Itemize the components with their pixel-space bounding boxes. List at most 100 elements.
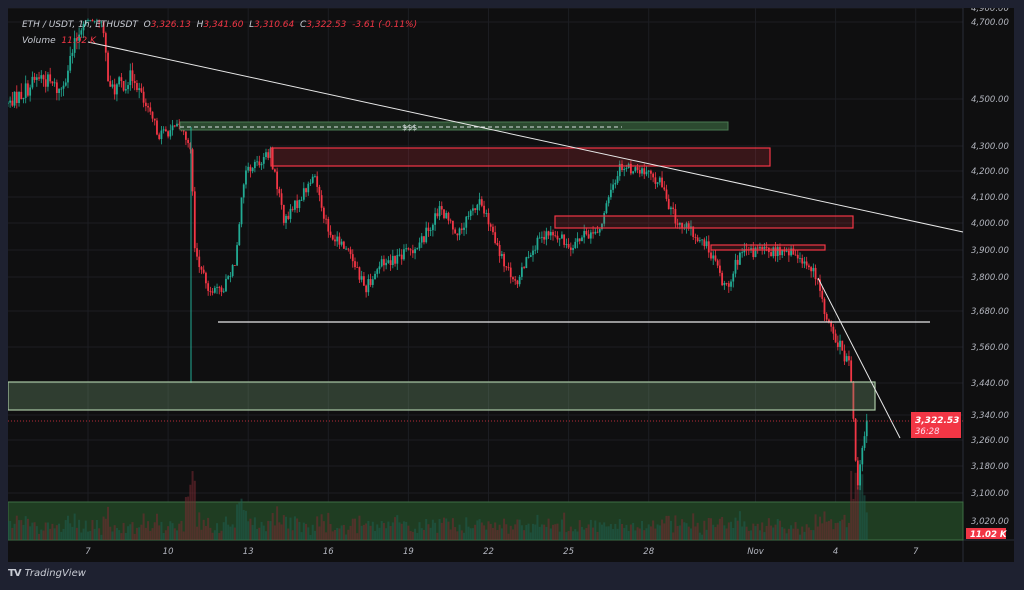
volume-bar <box>220 530 223 540</box>
candle <box>147 106 149 108</box>
candle <box>280 193 283 205</box>
candle <box>403 249 405 260</box>
volume-bar <box>391 522 394 540</box>
volume-bar <box>596 531 599 540</box>
candle <box>287 215 290 219</box>
candle <box>752 248 755 258</box>
volume-bar <box>42 530 45 540</box>
price-tick-label: 4,900.00 <box>971 8 1009 14</box>
volume-bar <box>752 523 755 540</box>
candle <box>643 168 646 175</box>
candle <box>783 249 786 252</box>
volume-bar <box>698 532 701 540</box>
candle <box>687 223 690 229</box>
volume-bar <box>427 524 430 540</box>
price-chart[interactable]: $$$ 4,900.00 4,700.00 4,500.00 4,300.00 4,200… <box>8 8 1014 562</box>
candle <box>569 247 572 250</box>
volume-bar <box>336 527 339 540</box>
volume-bar <box>87 531 89 540</box>
candle <box>351 254 354 262</box>
candle <box>311 176 314 183</box>
candle <box>538 237 541 239</box>
volume-bar <box>505 524 508 540</box>
volume-bar <box>774 524 777 540</box>
volume-bar <box>231 524 234 540</box>
time-tick-label: 22 <box>483 547 494 557</box>
candle <box>452 220 454 230</box>
candle <box>340 241 343 245</box>
volume-bar <box>285 516 288 540</box>
volume-bar <box>556 523 559 540</box>
candle <box>552 231 554 236</box>
candle <box>447 212 450 221</box>
volume-bar <box>609 524 612 540</box>
candle <box>374 273 376 280</box>
candle <box>242 184 245 198</box>
candle <box>621 163 623 171</box>
volume-bar <box>382 522 385 540</box>
countdown-label: 36:28 <box>915 427 940 437</box>
candle <box>107 52 109 82</box>
candle <box>478 199 481 205</box>
candle <box>24 83 27 98</box>
volume-bars <box>8 470 868 540</box>
candle <box>294 200 296 210</box>
candle <box>727 283 730 287</box>
price-axis <box>963 8 1014 562</box>
candle <box>587 234 590 239</box>
volume-bar <box>369 525 372 540</box>
volume-badge <box>966 528 1006 539</box>
time-tick-label: 19 <box>403 547 414 557</box>
candle <box>291 208 294 210</box>
candle <box>440 206 443 210</box>
candle <box>839 340 841 347</box>
candle <box>774 247 777 257</box>
volume-bar <box>236 504 239 540</box>
candle <box>785 250 788 252</box>
volume-bar <box>623 527 626 540</box>
volume-bar <box>71 526 74 540</box>
volume-bar <box>812 530 815 540</box>
tradingview-logo[interactable]: TV TradingView <box>8 568 86 579</box>
volume-bar <box>131 522 134 540</box>
volume-bar <box>89 530 92 540</box>
volume-bar <box>634 530 637 540</box>
volume-bar <box>180 520 183 540</box>
candle <box>776 247 779 257</box>
volume-bar <box>147 521 150 540</box>
volume-bar <box>213 530 216 540</box>
candle <box>44 79 47 87</box>
volume-bar <box>15 515 18 540</box>
change-value: -3.61 (-0.11%) <box>352 20 418 30</box>
volume-bar <box>847 522 850 540</box>
candle <box>565 243 568 245</box>
candle <box>60 88 63 90</box>
volume-bar <box>819 516 822 540</box>
candle <box>460 228 463 230</box>
volume-bar <box>600 524 603 540</box>
volume-bar <box>629 524 632 540</box>
volume-bar <box>251 524 254 540</box>
volume-bar <box>209 527 212 540</box>
candle <box>35 77 38 80</box>
candle <box>825 314 828 320</box>
volume-bar <box>374 530 377 540</box>
volume-bar <box>133 533 136 540</box>
volume-bar <box>616 528 619 540</box>
volume-bar <box>781 527 784 540</box>
volume-bar <box>327 512 330 540</box>
volume-bar <box>799 534 801 540</box>
volume-bar <box>516 519 519 540</box>
volume-bar <box>144 527 147 540</box>
volume-bar <box>647 524 650 540</box>
time-tick-label: Nov <box>747 547 765 557</box>
candle <box>632 171 635 174</box>
candle <box>167 131 169 137</box>
volume-bar <box>476 520 479 540</box>
candle <box>314 176 316 178</box>
volume-bar <box>649 526 652 540</box>
volume-bar <box>783 528 786 540</box>
volume-bar <box>509 525 512 540</box>
volume-bar <box>478 519 481 540</box>
candle <box>614 182 617 185</box>
